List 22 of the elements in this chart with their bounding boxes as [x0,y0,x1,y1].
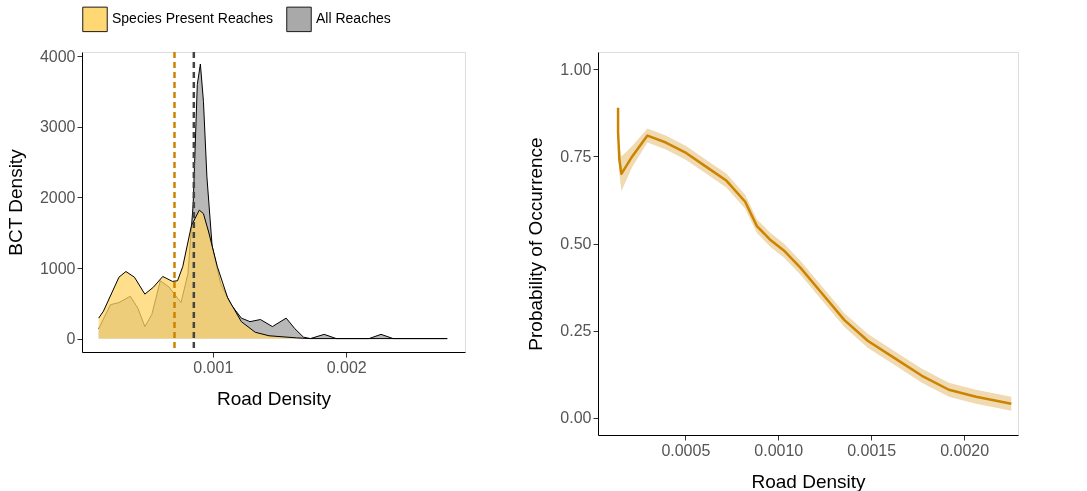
y-tick-label: 0 [66,330,76,348]
y-tick-label: 0.25 [560,322,592,340]
y-tick-label: 1000 [39,259,76,277]
y-tick-label: 0.00 [560,409,592,427]
x-tick-label: 0.0020 [940,441,990,459]
y-tick-label: 3000 [39,118,76,136]
x-axis-title: Road Density [751,470,867,491]
x-tick-label: 0.0015 [847,441,897,459]
y-tick-label: 4000 [39,47,76,65]
y-tick-label: 2000 [39,188,76,206]
legend-label: Species Present Reaches [112,10,274,27]
y-axis-title: Probability of Occurrence [525,137,547,351]
y-tick-label: 0.50 [560,235,592,252]
x-tick-label: 0.0010 [754,441,804,459]
y-tick-label: 0.75 [560,147,592,165]
y-tick-label: 1.00 [560,60,592,78]
x-tick-label: 0.002 [326,358,367,376]
x-tick-label: 0.001 [193,358,234,376]
x-axis-title: Road Density [216,387,332,409]
legend-label: All Reaches [316,10,391,27]
y-axis-title: BCT Density [4,148,26,256]
x-tick-label: 0.0005 [661,441,711,459]
